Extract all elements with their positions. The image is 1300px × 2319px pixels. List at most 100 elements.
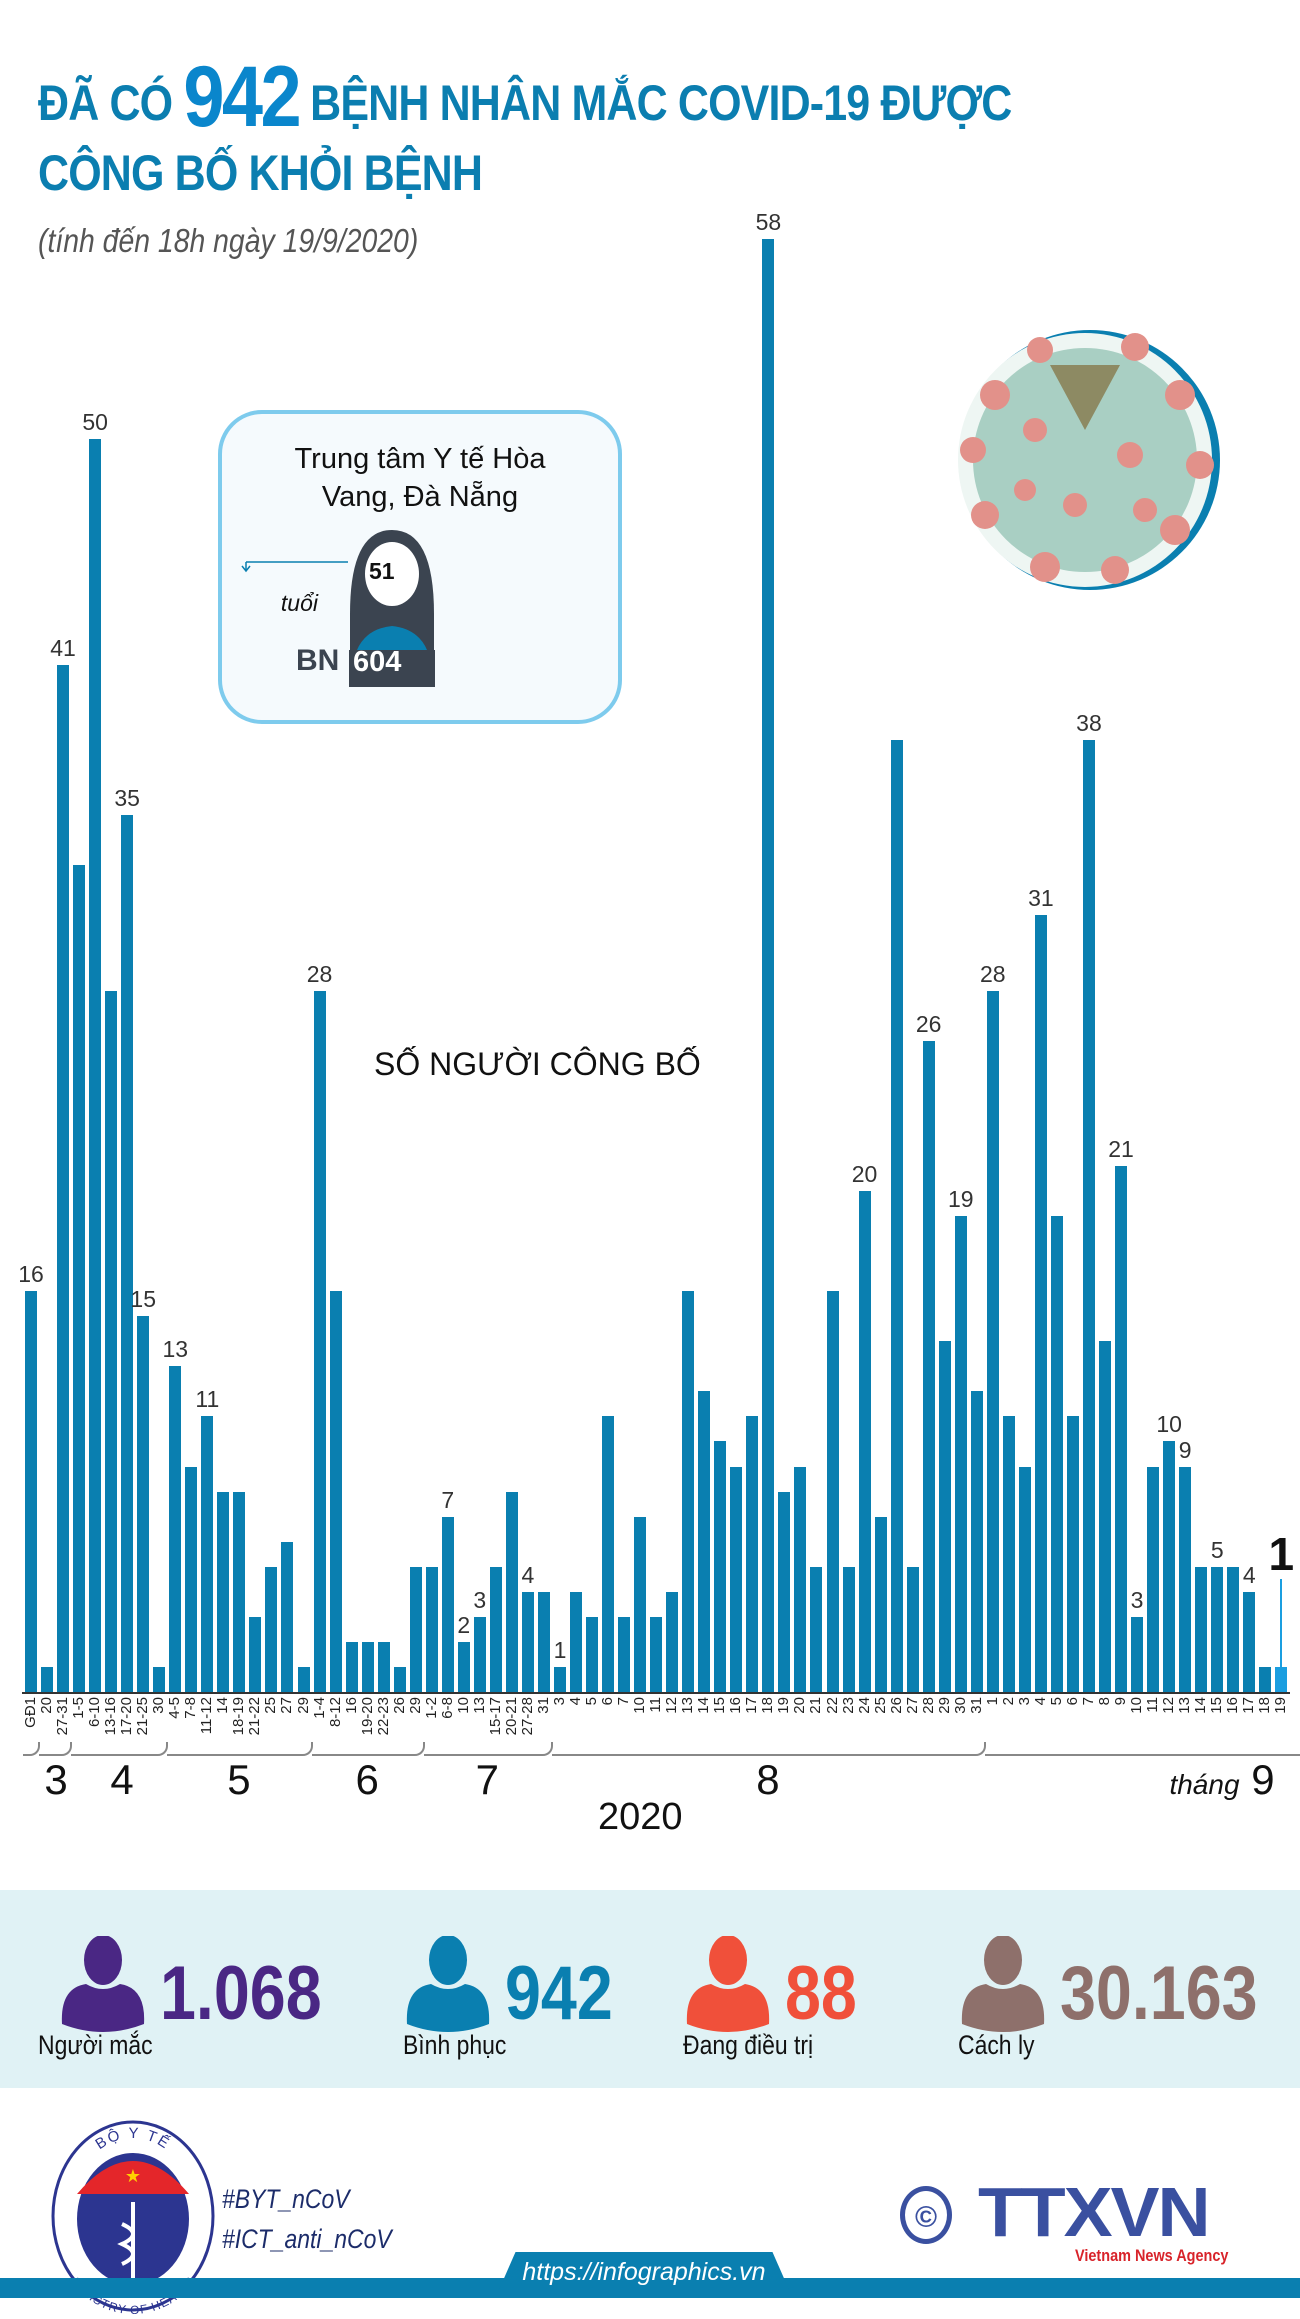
title-number: 942 [183, 49, 301, 145]
x-tick-label: 17-20 [118, 1697, 136, 1736]
data-label: 3 [1130, 1586, 1144, 1613]
bar [794, 1466, 807, 1692]
bar [1259, 1666, 1272, 1692]
data-label: 2 [457, 1611, 471, 1638]
bar [201, 1416, 214, 1692]
title-suffix: BỆNH NHÂN MẮC COVID-19 ĐƯỢC [310, 75, 1012, 131]
data-label: 38 [1076, 710, 1102, 737]
x-tick-label: 26 [887, 1697, 905, 1714]
bar [553, 1666, 566, 1692]
bar [345, 1641, 358, 1692]
x-tick-label: 29 [294, 1697, 312, 1714]
month-label: 3 [44, 1756, 68, 1803]
website-link[interactable]: https://infographics.vn [498, 2252, 790, 2292]
x-tick-label: 12 [1160, 1697, 1178, 1714]
bar [682, 1291, 695, 1692]
x-tick-label: 13 [1176, 1697, 1194, 1714]
data-label: 11 [195, 1386, 220, 1413]
x-tick-label: 3 [1015, 1697, 1033, 1706]
bar [1002, 1416, 1015, 1692]
x-axis-line [22, 1692, 1290, 1694]
data-label: 5 [1210, 1536, 1224, 1563]
bar [858, 1190, 871, 1692]
stat-label: Cách ly [958, 2030, 1035, 2060]
bar [1082, 740, 1095, 1692]
month-label: 6 [355, 1756, 379, 1803]
bar [714, 1441, 727, 1692]
x-tick-label: 13 [679, 1697, 697, 1714]
x-tick-label: 7-8 [182, 1697, 200, 1719]
bar [361, 1641, 374, 1692]
bar [25, 1291, 37, 1692]
bar [890, 740, 903, 1692]
data-label: 20 [851, 1160, 878, 1187]
hashtag-byt: #BYT_nCoV [222, 2184, 350, 2214]
bar [457, 1641, 470, 1692]
month-bracket [423, 1742, 553, 1756]
x-tick-label: 5 [583, 1697, 601, 1706]
chart-title: SỐ NGƯỜI CÔNG BỐ [374, 1046, 701, 1082]
data-label: 41 [50, 634, 76, 661]
x-tick-label: 17 [1240, 1697, 1258, 1714]
data-label: 4 [1242, 1561, 1256, 1588]
month-label: 4 [110, 1756, 134, 1803]
month-bracket [39, 1742, 73, 1756]
bar [1018, 1466, 1031, 1692]
month-label: 7 [475, 1756, 500, 1803]
page-title: ĐÃ CÓ 942 BỆNH NHÂN MẮC COVID-19 ĐƯỢC CÔ… [38, 54, 1012, 208]
bar [1147, 1466, 1160, 1692]
stat-value: 88 [785, 1951, 857, 2036]
month-label: tháng 9 [1169, 1756, 1274, 1804]
bar [970, 1391, 983, 1692]
x-tick-label: 20 [38, 1697, 56, 1714]
bar [1163, 1441, 1176, 1692]
data-label: 31 [1028, 885, 1054, 912]
bar [505, 1491, 518, 1692]
x-tick-label: 6-10 [86, 1697, 104, 1728]
x-tick-label: 19 [1272, 1697, 1290, 1714]
highlight-leader-line [1280, 1578, 1282, 1667]
bar [265, 1566, 278, 1692]
data-label: 4 [521, 1561, 535, 1588]
subtitle: (tính đến 18h ngày 19/9/2020) [38, 222, 419, 259]
copyright-icon: © [900, 2186, 952, 2244]
x-tick-label: 6 [599, 1697, 617, 1706]
x-tick-label: 28 [919, 1697, 937, 1714]
bar [762, 239, 775, 1692]
x-tick-label: 16 [1224, 1697, 1242, 1714]
bar [249, 1616, 262, 1692]
x-tick-label: 12 [663, 1697, 681, 1714]
x-axis-title: 2020 [598, 1796, 683, 1838]
virus-illustration [958, 330, 1220, 590]
data-label: 21 [1108, 1135, 1134, 1162]
bar [602, 1416, 615, 1692]
bar [233, 1491, 246, 1692]
bar [473, 1616, 486, 1692]
bar [409, 1566, 422, 1692]
x-tick-label: 9 [1112, 1697, 1130, 1706]
x-tick-label: 1-5 [70, 1697, 88, 1719]
x-tick-label: 8-12 [326, 1697, 344, 1728]
bar [938, 1341, 951, 1692]
x-tick-label: 18 [759, 1697, 777, 1714]
data-label: 50 [82, 409, 108, 436]
stat-value: 942 [505, 1951, 613, 2036]
bar [89, 439, 102, 1692]
x-tick-label: 8 [1096, 1697, 1113, 1706]
bar [746, 1416, 759, 1692]
x-tick-label: 4 [567, 1697, 585, 1706]
bar [329, 1291, 342, 1692]
stat-label: Đang điều trị [683, 2030, 814, 2060]
x-tick-label: 18 [1256, 1697, 1274, 1714]
bar [153, 1666, 166, 1692]
month-bracket [23, 1742, 41, 1756]
bar [778, 1491, 791, 1692]
bar [393, 1666, 406, 1692]
data-label: 10 [1156, 1411, 1182, 1438]
data-label: 13 [162, 1336, 189, 1363]
bar [1066, 1416, 1079, 1692]
bar [1211, 1566, 1224, 1692]
month-bracket [167, 1742, 313, 1756]
agency-name: Vietnam News Agency [1075, 2246, 1229, 2265]
x-tick-label: 24 [855, 1697, 873, 1714]
